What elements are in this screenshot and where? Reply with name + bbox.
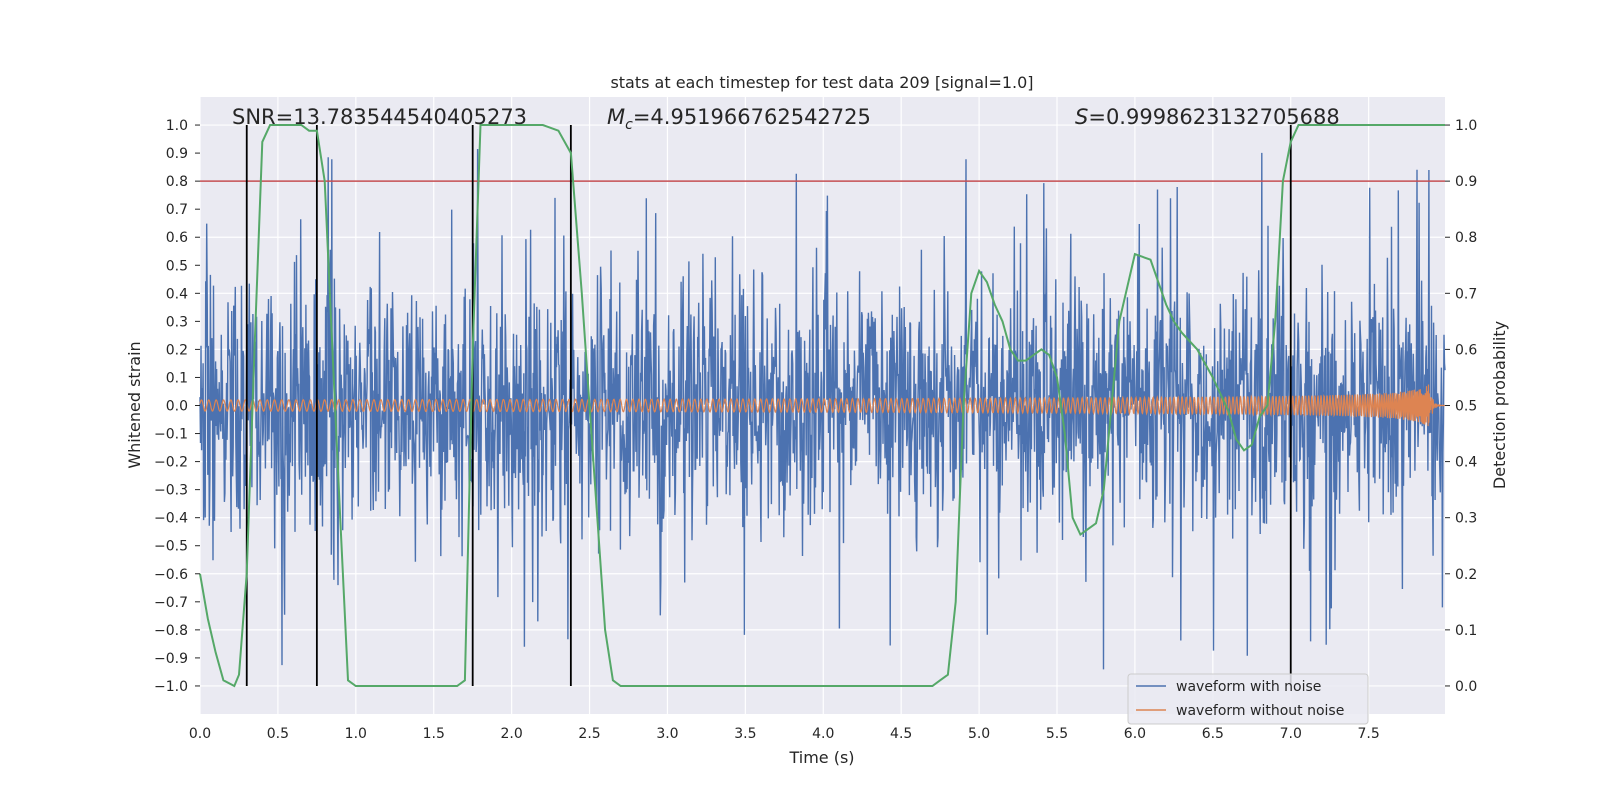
y2-tick-label: 0.0 xyxy=(1455,679,1477,695)
y2-axis-label: Detection probability xyxy=(1490,321,1509,489)
y-axis-label: Whitened strain xyxy=(125,341,144,468)
x-tick-label: 1.5 xyxy=(423,726,445,742)
y-tick-label: 0.2 xyxy=(166,342,188,358)
y2-axis-ticks: 1.0 0.9 0.8 0.7 0.6 0.5 0.4 0.3 0.2 0.1 0.0 xyxy=(1445,118,1477,695)
vertical-markers xyxy=(245,125,1292,686)
x-tick-label: 2.5 xyxy=(578,726,600,742)
chirp-mass-annotation: Mc=4.951966762542725 xyxy=(607,105,871,133)
y-axis-ticks: 1.0 0.9 0.8 0.7 0.6 0.5 0.4 0.3 0.2 0.1 0.0 −0.1 −0.… xyxy=(154,118,200,695)
detection-probability-series xyxy=(199,124,1445,688)
legend-label-clean: waveform without noise xyxy=(1176,703,1344,719)
x-axis-label: Time (s) xyxy=(788,748,854,767)
x-tick-label: 6.5 xyxy=(1202,726,1224,742)
y-tick-label: −0.7 xyxy=(154,595,188,611)
x-tick-label: 4.0 xyxy=(812,726,834,742)
y-tick-label: 1.0 xyxy=(166,118,188,134)
x-tick-label: 6.0 xyxy=(1124,726,1146,742)
x-tick-label: 3.5 xyxy=(734,726,756,742)
y-tick-label: −0.3 xyxy=(154,483,188,499)
legend-box xyxy=(1127,673,1369,725)
y2-tick-label: 0.5 xyxy=(1455,399,1477,415)
y-tick-label: −0.6 xyxy=(154,567,188,583)
x-tick-label: 3.0 xyxy=(656,726,678,742)
y2-tick-label: 0.4 xyxy=(1455,455,1477,471)
x-tick-label: 5.5 xyxy=(1046,726,1068,742)
y2-tick-label: 1.0 xyxy=(1455,118,1477,134)
y2-tick-label: 0.1 xyxy=(1455,623,1477,639)
x-tick-label: 4.5 xyxy=(890,726,912,742)
y2-tick-label: 0.2 xyxy=(1455,567,1477,583)
y-tick-label: 0.5 xyxy=(166,258,188,274)
chart-title: stats at each timestep for test data 209… xyxy=(610,73,1033,92)
legend: waveform with noise waveform without noi… xyxy=(1127,673,1369,725)
y-tick-label: −0.9 xyxy=(154,651,188,667)
x-tick-label: 5.0 xyxy=(968,726,990,742)
y-tick-label: −0.2 xyxy=(154,455,188,471)
chirp-mass-value: =4.951966762542725 xyxy=(633,105,871,129)
y-tick-label: 0.1 xyxy=(166,370,188,386)
y-tick-label: 0.8 xyxy=(166,174,188,190)
y2-tick-label: 0.8 xyxy=(1455,230,1477,246)
y2-tick-label: 0.6 xyxy=(1455,342,1477,358)
x-tick-label: 0.5 xyxy=(267,726,289,742)
detection-probability-line xyxy=(199,124,1445,688)
x-tick-label: 7.0 xyxy=(1280,726,1302,742)
y-tick-label: 0.4 xyxy=(166,286,188,302)
chirp-mass-subscript: c xyxy=(625,117,633,133)
noise-waveform-series xyxy=(199,148,1446,670)
y-tick-label: −0.4 xyxy=(154,511,188,527)
noise-waveform-line xyxy=(199,148,1446,670)
y-tick-label: −0.8 xyxy=(154,623,188,639)
chirp-mass-symbol: M xyxy=(607,105,625,129)
x-tick-label: 1.0 xyxy=(345,726,367,742)
y2-tick-label: 0.7 xyxy=(1455,286,1477,302)
legend-label-noise: waveform with noise xyxy=(1176,679,1321,695)
x-axis-ticks: 0.0 0.5 1.0 1.5 2.0 2.5 3.0 3.5 4.0 4.5 5.0 5.5 6.0 6… xyxy=(189,726,1380,742)
y-tick-label: 0.3 xyxy=(166,314,188,330)
y-tick-label: −0.5 xyxy=(154,539,188,555)
y-tick-label: 0.0 xyxy=(166,399,188,415)
y2-tick-label: 0.3 xyxy=(1455,511,1477,527)
y-tick-label: −1.0 xyxy=(154,679,188,695)
score-symbol: S xyxy=(1075,105,1088,129)
x-tick-label: 0.0 xyxy=(189,726,211,742)
snr-annotation: SNR=13.783544540405273 xyxy=(232,105,527,129)
clean-waveform-line xyxy=(199,384,1445,427)
x-tick-label: 7.5 xyxy=(1358,726,1380,742)
y-tick-label: −0.1 xyxy=(154,427,188,443)
y-tick-label: 0.7 xyxy=(166,202,188,218)
y2-tick-label: 0.9 xyxy=(1455,174,1477,190)
x-tick-label: 2.0 xyxy=(501,726,523,742)
score-annotation: S=0.9998623132705688 xyxy=(1075,105,1340,129)
y-tick-label: 0.9 xyxy=(166,146,188,162)
clean-waveform-series xyxy=(199,384,1445,427)
score-value: =0.9998623132705688 xyxy=(1088,105,1339,129)
y-tick-label: 0.6 xyxy=(166,230,188,246)
